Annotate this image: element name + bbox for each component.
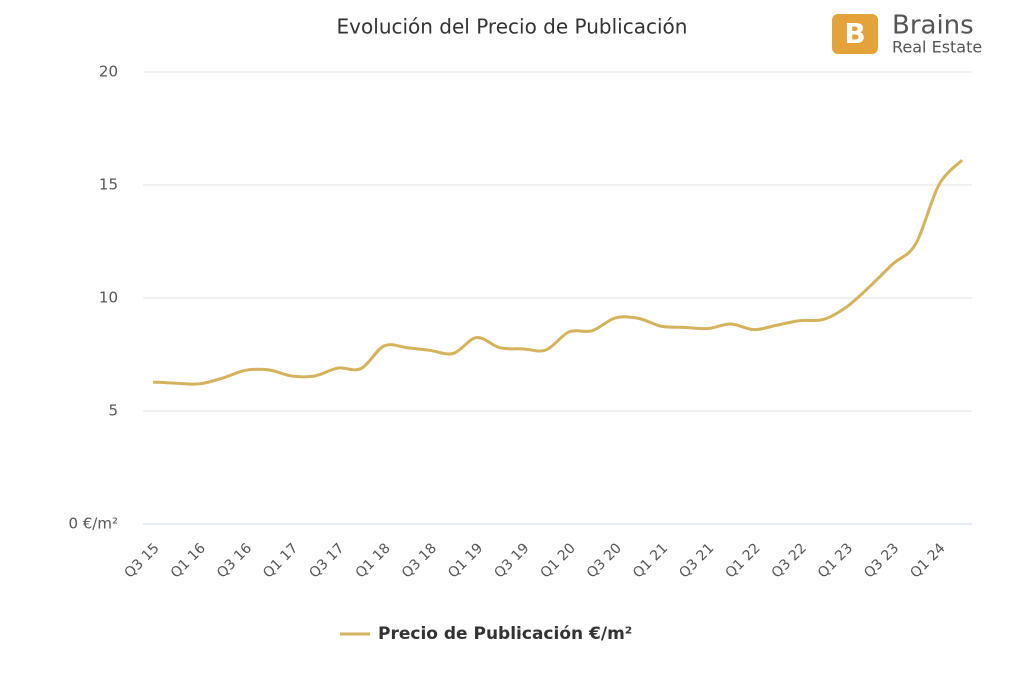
- x-tick-label: Q1 20: [538, 540, 579, 581]
- x-tick-label: Q1 21: [630, 540, 671, 581]
- legend-item: Precio de Publicación €/m²: [340, 624, 632, 644]
- x-tick-label: Q3 17: [306, 540, 347, 581]
- x-tick-label: Q1 23: [815, 540, 856, 581]
- x-tick-label: Q3 18: [399, 540, 440, 581]
- y-tick-label: 10: [99, 289, 118, 307]
- x-tick-label: Q3 20: [584, 540, 625, 581]
- series-line: [152, 159, 964, 386]
- x-tick-label: Q1 19: [445, 540, 486, 581]
- x-tick-label: Q3 21: [676, 540, 717, 581]
- x-tick-label: Q3 23: [861, 540, 902, 581]
- legend-label: Precio de Publicación €/m²: [378, 624, 632, 644]
- x-tick-label: Q3 15: [122, 540, 163, 581]
- y-tick-label: 15: [99, 176, 118, 194]
- x-tick-label: Q3 19: [491, 540, 532, 581]
- y-tick-label: 0 €/m²: [68, 515, 118, 533]
- x-tick-label: Q1 22: [722, 540, 763, 581]
- x-tick-label: Q3 22: [769, 540, 810, 581]
- y-tick-label: 5: [108, 402, 118, 420]
- logo-icon: [832, 14, 878, 54]
- logo-letter: B: [844, 17, 865, 50]
- x-tick-label: Q1 16: [168, 540, 209, 581]
- x-tick-label: Q1 17: [260, 540, 301, 581]
- chart-title: Evolución del Precio de Publicación: [337, 15, 688, 39]
- x-tick-label: Q1 18: [353, 540, 394, 581]
- brand-name: Brains: [892, 11, 974, 41]
- logo: B Brains Real Estate: [832, 11, 982, 57]
- brand-tagline: Real Estate: [892, 38, 982, 57]
- x-tick-label: Q1 24: [907, 540, 948, 581]
- x-tick-label: Q3 16: [214, 540, 255, 581]
- y-tick-label: 20: [99, 63, 118, 81]
